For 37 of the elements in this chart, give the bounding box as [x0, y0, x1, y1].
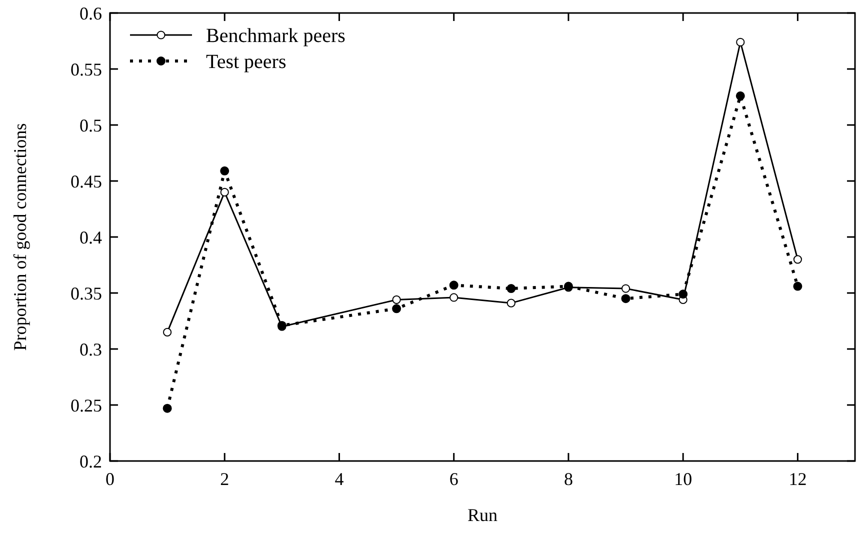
point [392, 304, 402, 314]
point [449, 280, 458, 290]
x-tick-label: 0 [106, 469, 114, 489]
y-tick-label: 0.35 [70, 283, 102, 304]
x-tick-label: 6 [449, 469, 458, 489]
point [506, 298, 516, 308]
y-axis-title: Proportion of good connections [10, 123, 30, 351]
point [163, 328, 172, 336]
x-tick-label: 2 [220, 469, 230, 489]
point [621, 284, 630, 293]
y-tick-label: 0.5 [80, 115, 102, 136]
point [162, 404, 172, 413]
point [621, 294, 630, 304]
point [793, 282, 802, 291]
x-tick-label: 4 [334, 469, 344, 489]
point [220, 166, 230, 176]
point [450, 293, 458, 302]
x-tick-label: 10 [674, 469, 692, 489]
y-tick-label: 0.55 [70, 59, 102, 80]
y-tick-label: 0.2 [80, 451, 102, 472]
point [678, 290, 688, 299]
point [736, 38, 745, 46]
legend-label: Test peers [206, 51, 286, 73]
x-tick-label: 8 [564, 469, 573, 489]
x-axis-title: Run [467, 505, 498, 525]
y-tick-label: 0.3 [80, 339, 102, 360]
point [506, 284, 516, 294]
x-tick-label: 12 [788, 469, 807, 489]
point [220, 188, 229, 196]
legend-label: Benchmark peers [206, 25, 346, 47]
y-tick-label: 0.25 [70, 395, 102, 416]
y-tick-label: 0.4 [80, 227, 102, 248]
point [736, 91, 745, 100]
point [793, 255, 802, 264]
point [392, 295, 401, 304]
y-tick-label: 0.6 [80, 3, 102, 24]
y-tick-label: 0.45 [70, 171, 102, 192]
